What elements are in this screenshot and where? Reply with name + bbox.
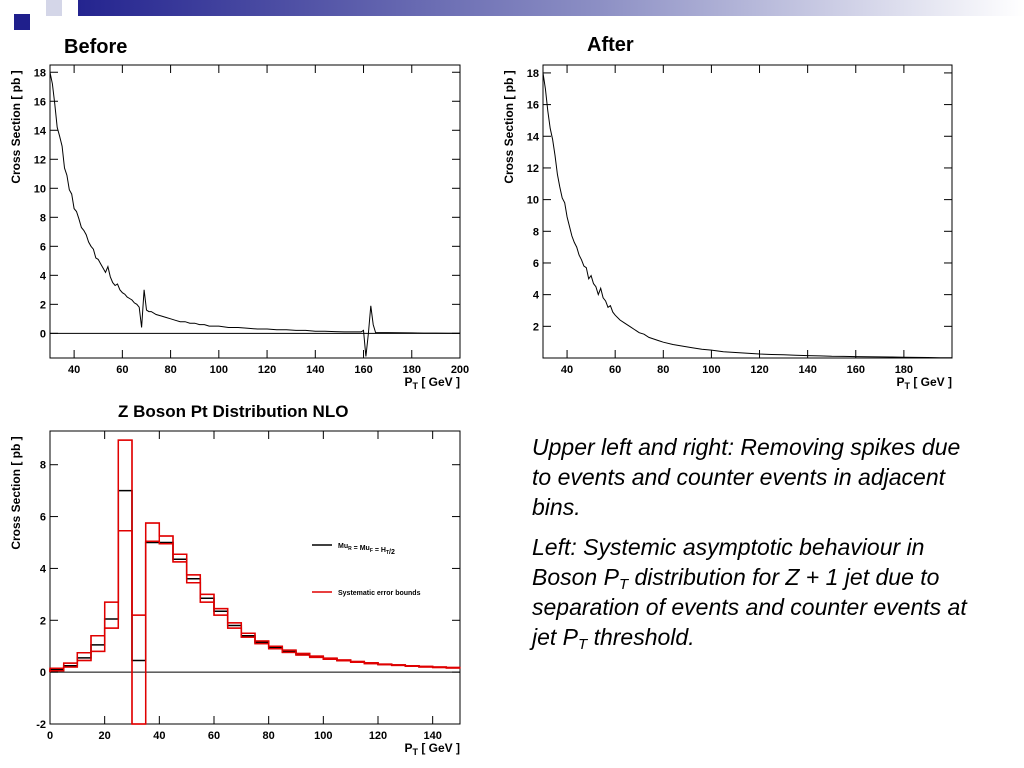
y-tick-label-after: 18 bbox=[527, 68, 539, 80]
slide-bar-square-dark bbox=[14, 14, 30, 30]
y-tick-label-before: 6 bbox=[40, 241, 46, 253]
series-line-before bbox=[49, 72, 460, 357]
x-tick-label-before: 100 bbox=[210, 364, 228, 376]
x-axis-title-before: PT [ GeV ] bbox=[404, 375, 460, 391]
chart-title-after: After bbox=[587, 34, 634, 56]
y-tick-label-zboson: 8 bbox=[40, 460, 46, 472]
x-tick-label-before: 160 bbox=[354, 364, 372, 376]
series-line-after bbox=[542, 72, 952, 359]
slide-top-bar bbox=[14, 0, 1024, 30]
y-tick-label-before: 0 bbox=[40, 328, 46, 340]
x-axis-title-after: PT [ GeV ] bbox=[896, 375, 952, 391]
legend-label-black: MuR = MuF = HT/2 bbox=[338, 543, 395, 556]
x-tick-label-after: 180 bbox=[895, 364, 913, 376]
y-tick-label-after: 2 bbox=[533, 321, 539, 333]
y-tick-label-before: 4 bbox=[40, 270, 47, 282]
x-tick-label-before: 40 bbox=[68, 364, 80, 376]
y-tick-label-after: 6 bbox=[533, 258, 539, 270]
y-tick-label-after: 10 bbox=[527, 195, 539, 207]
y-tick-label-after: 12 bbox=[527, 163, 539, 175]
x-axis-title-zboson: PT [ GeV ] bbox=[404, 741, 460, 757]
error-bin-zboson bbox=[131, 614, 147, 725]
chart-title-before: Before bbox=[64, 36, 128, 58]
y-tick-label-before: 10 bbox=[34, 183, 46, 195]
x-tick-label-zboson: 120 bbox=[369, 730, 387, 742]
x-tick-label-after: 120 bbox=[750, 364, 768, 376]
y-tick-label-zboson: 2 bbox=[40, 615, 46, 627]
x-tick-label-after: 100 bbox=[702, 364, 720, 376]
y-axis-title-after: Cross Section [ pb ] bbox=[502, 70, 516, 183]
slide-bar-square-light bbox=[46, 0, 62, 16]
y-tick-label-zboson: 4 bbox=[40, 563, 47, 575]
y-tick-label-after: 8 bbox=[533, 226, 539, 238]
y-tick-label-after: 14 bbox=[527, 131, 540, 143]
error-bin-zboson bbox=[117, 439, 133, 532]
chart-title-zboson: Z Boson Pt Distribution NLO bbox=[118, 402, 349, 421]
y-tick-label-zboson: -2 bbox=[36, 719, 46, 731]
y-tick-label-after: 16 bbox=[527, 100, 539, 112]
x-tick-label-after: 140 bbox=[798, 364, 816, 376]
error-bin-zboson bbox=[145, 522, 160, 542]
error-bin-zboson bbox=[90, 635, 106, 653]
y-tick-label-before: 14 bbox=[34, 125, 47, 137]
series-step-red-lower-zboson bbox=[49, 530, 460, 725]
x-tick-label-after: 60 bbox=[609, 364, 621, 376]
legend-label-red: Systematic error bounds bbox=[338, 590, 421, 597]
x-tick-label-after: 40 bbox=[561, 364, 573, 376]
plot-frame-before bbox=[49, 64, 461, 359]
y-tick-label-before: 12 bbox=[34, 154, 46, 166]
x-tick-label-zboson: 20 bbox=[99, 730, 111, 742]
y-tick-label-after: 4 bbox=[533, 290, 540, 302]
slide-bar-gradient bbox=[78, 0, 1024, 16]
x-tick-label-before: 60 bbox=[116, 364, 128, 376]
x-tick-label-before: 80 bbox=[164, 364, 176, 376]
x-tick-label-before: 140 bbox=[306, 364, 324, 376]
x-tick-label-zboson: 60 bbox=[208, 730, 220, 742]
x-tick-label-zboson: 0 bbox=[47, 730, 53, 742]
x-tick-label-zboson: 140 bbox=[423, 730, 441, 742]
y-tick-label-before: 2 bbox=[40, 299, 46, 311]
caption-paragraph-1: Upper left and right: Removing spikes du… bbox=[532, 434, 961, 520]
slide-caption: Upper left and right: Removing spikes du… bbox=[532, 432, 982, 662]
x-tick-label-before: 180 bbox=[403, 364, 421, 376]
series-step-black-zboson bbox=[49, 489, 460, 673]
x-tick-label-zboson: 80 bbox=[263, 730, 275, 742]
plot-frame-zboson bbox=[49, 430, 461, 725]
x-tick-label-after: 80 bbox=[657, 364, 669, 376]
y-tick-label-before: 8 bbox=[40, 212, 46, 224]
x-tick-label-zboson: 100 bbox=[314, 730, 332, 742]
x-tick-label-before: 200 bbox=[451, 364, 469, 376]
y-axis-title-before: Cross Section [ pb ] bbox=[9, 70, 23, 183]
y-tick-label-before: 18 bbox=[34, 67, 46, 79]
x-tick-label-zboson: 40 bbox=[153, 730, 165, 742]
error-bin-zboson bbox=[172, 553, 188, 563]
y-axis-title-zboson: Cross Section [ pb ] bbox=[9, 436, 23, 549]
y-tick-label-zboson: 6 bbox=[40, 512, 46, 524]
error-bin-zboson bbox=[104, 601, 119, 629]
x-tick-label-after: 160 bbox=[847, 364, 865, 376]
caption-paragraph-2: Left: Systemic asymptotic behaviour in B… bbox=[532, 534, 967, 653]
x-tick-label-before: 120 bbox=[258, 364, 276, 376]
y-tick-label-before: 16 bbox=[34, 96, 46, 108]
plot-frame-after bbox=[542, 64, 953, 359]
error-bin-zboson bbox=[76, 652, 92, 662]
y-tick-label-zboson: 0 bbox=[40, 667, 46, 679]
